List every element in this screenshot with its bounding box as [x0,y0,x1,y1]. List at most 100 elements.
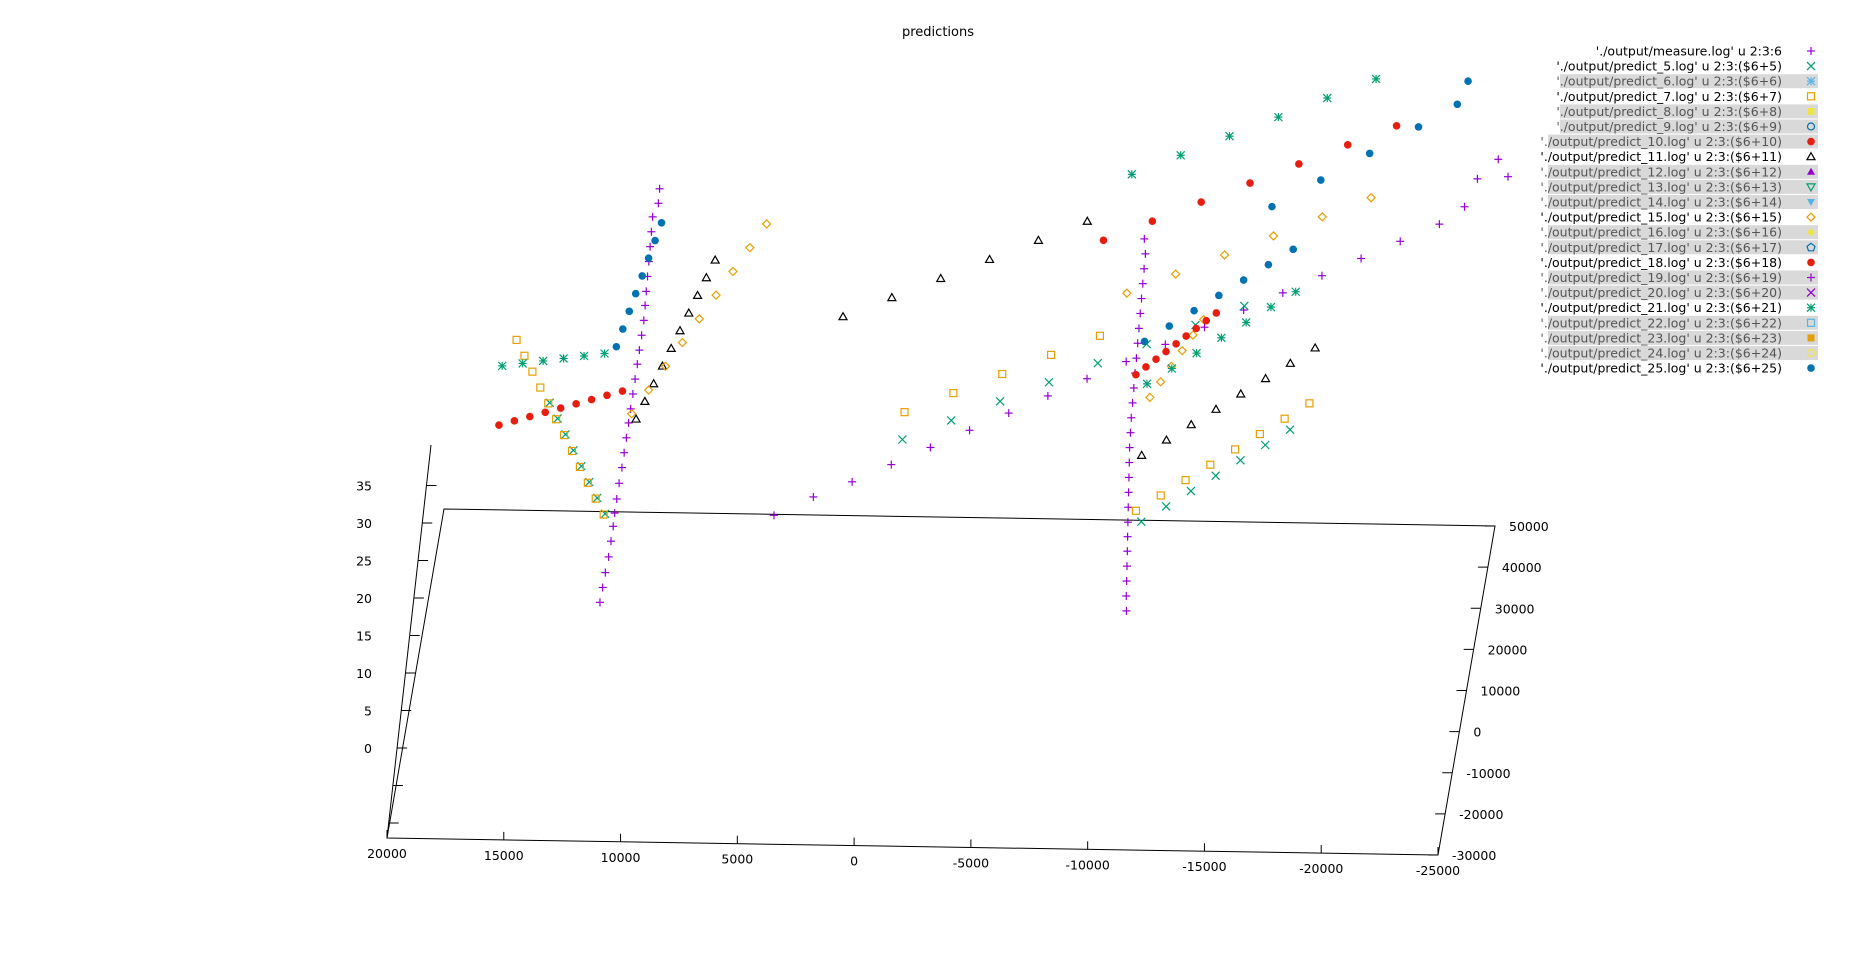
data-point [1216,333,1226,343]
z-tick-label: 25 [356,554,372,569]
legend-label: './output/predict_13.log' u 2:3:($6+13) [1540,179,1782,194]
data-point [1142,379,1152,389]
data-point [1192,348,1202,358]
data-point [1260,440,1270,450]
data-point [1236,455,1245,465]
data-point [526,412,534,421]
data-point [1136,450,1147,459]
data-point [897,435,907,444]
data-point [610,509,619,518]
data-point [728,266,738,277]
data-point [609,522,618,531]
legend-label: './output/predict_8.log' u 2:3:($6+8) [1556,104,1782,119]
data-point [1136,517,1146,527]
legend-label: './output/predict_14.log' u 2:3:($6+14) [1540,195,1782,210]
data-point [1343,141,1352,149]
data-point [1285,358,1296,367]
data-point [1128,398,1137,407]
legend-label: './output/predict_9.log' u 2:3:($6+9) [1556,119,1782,134]
data-point [1167,364,1177,373]
data-points [495,74,1512,615]
data-point [809,492,818,501]
data-point [998,369,1007,379]
legend-entry: './output/predict_25.log' u 2:3:($6+25) [1540,361,1815,376]
data-point [497,361,507,371]
data-point [1161,340,1170,349]
data-point [674,325,686,335]
series-3 [631,216,1321,459]
data-point [1132,354,1141,363]
data-point [1046,350,1056,360]
z-tick-label: 30 [356,516,372,531]
legend-marker [1807,47,1815,55]
data-point [761,219,772,229]
data-point [1134,324,1143,333]
data-point [666,343,677,353]
legend-marker [1806,92,1816,101]
data-point [1132,370,1140,379]
data-point [1453,100,1462,109]
legend-marker [1806,288,1816,298]
x-tick-label: 15000 [484,848,524,863]
data-point [1239,276,1248,284]
data-point [1365,149,1374,158]
data-point [575,462,584,472]
data-point [1127,169,1137,179]
data-point [1095,331,1105,340]
x-tick-label: 20000 [367,846,407,861]
data-point [1396,237,1405,246]
data-point [648,378,659,388]
legend-entry: './output/predict_23.log' u 2:3:($6+23) [1540,330,1818,345]
data-point [694,314,705,324]
data-point [637,331,646,340]
legend-marker [1806,61,1816,71]
data-point [1177,345,1188,356]
data-point [626,408,637,419]
legend-marker [1806,318,1816,327]
data-point [1305,399,1314,408]
legend-entry: './output/predict_19.log' u 2:3:($6+19) [1540,270,1818,285]
data-point [1239,301,1249,311]
data-point [1140,264,1149,273]
axes [386,444,1496,856]
data-point [1125,458,1134,467]
data-point [633,360,642,369]
data-point [837,311,849,321]
y-tick-label: -20000 [1459,807,1503,822]
legend-label: './output/predict_7.log' u 2:3:($6+7) [1556,89,1782,104]
x-tick-label: -20000 [1299,861,1343,876]
data-point [631,413,642,423]
data-point [606,537,615,546]
z-tick-label: 15 [356,629,372,644]
data-point [935,273,946,283]
data-point [1241,318,1251,327]
legend-marker [1806,122,1816,131]
data-point [1291,287,1301,297]
data-point [1317,211,1328,222]
data-point [1268,231,1279,241]
data-point [1317,271,1326,280]
z-tick-label: 10 [356,666,372,681]
x-tick-label: -15000 [1182,859,1226,874]
legend-highlight [1548,179,1818,194]
legend-highlight [1548,330,1818,345]
data-point [1225,131,1234,141]
legend-label: './output/predict_15.log' u 2:3:($6+15) [1540,210,1782,225]
legend-entry: './output/predict_12.log' u 2:3:($6+12) [1540,164,1818,179]
data-point [628,389,637,398]
legend-highlight [1560,104,1818,119]
legend-highlight [1548,346,1818,360]
data-point [528,367,537,376]
data-point [1140,337,1149,346]
data-point [1140,234,1149,243]
x-tick-label: 5000 [721,852,753,867]
data-point [1268,202,1276,211]
data-point [647,227,656,236]
data-point [1161,501,1171,511]
data-point [559,431,569,440]
data-point [642,287,651,296]
data-point [744,242,755,253]
data-point [1133,339,1142,348]
y-tick-label: -30000 [1452,848,1496,863]
data-point [701,272,712,282]
